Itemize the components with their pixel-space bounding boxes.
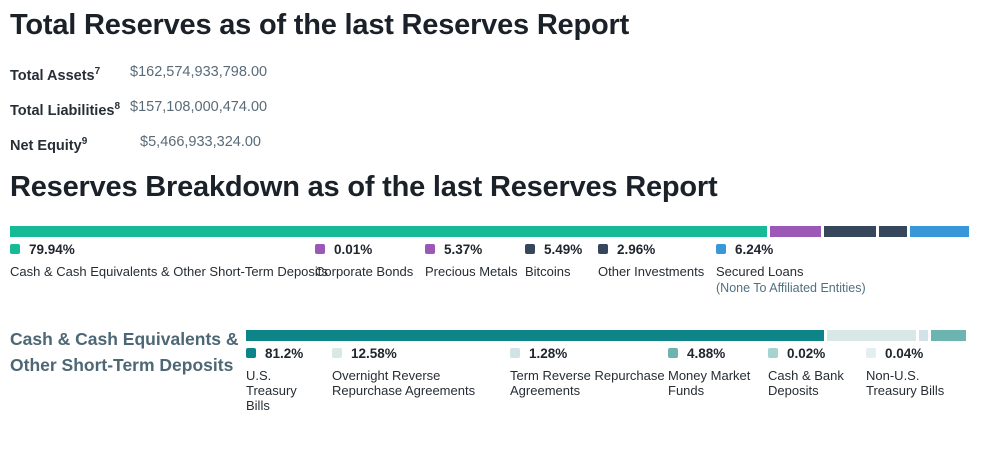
bar-segment [10,226,768,237]
legend-pct-row: 0.02% [768,345,866,361]
legend-pct-row: 12.58% [332,345,510,361]
bar-segment [246,330,824,341]
bar-segment [909,226,969,237]
reserves-breakdown-title: Reserves Breakdown as of the last Reserv… [10,171,718,203]
legend-percent: 4.88% [687,345,726,361]
cash-section-heading: Cash & Cash Equivalents & Other Short-Te… [10,329,239,375]
legend-item: 1.28% Term Reverse Repurchase Agreements [510,345,668,398]
legend-label: Cash & Cash Equivalents & Other Short-Te… [10,264,328,279]
legend-pct-row: 79.94% [10,241,315,257]
bar-segment [826,330,917,341]
stat-label: Net Equity9 [10,135,88,154]
legend-percent: 79.94% [29,241,75,257]
legend-swatch [10,244,20,254]
stat-label: Total Liabilities8 [10,100,121,119]
legend-percent: 0.01% [334,241,373,257]
legend-label: U.S. Treasury Bills [246,368,297,413]
stat-footnote-ref: 8 [114,100,121,112]
legend-item: 0.04% Non-U.S. Treasury Bills [866,345,986,398]
reserves-breakdown-bar [10,226,969,237]
legend-swatch [668,348,678,358]
stat-value: $162,574,933,798.00 [130,64,268,80]
bar-segment [878,226,907,237]
legend-pct-row: 0.01% [315,241,425,257]
legend-label: Secured Loans [716,264,804,279]
legend-percent: 0.04% [885,345,924,361]
bar-segment [931,330,966,341]
legend-swatch [598,244,608,254]
legend-label: Overnight Reverse Repurchase Agreements [332,368,476,398]
legend-item: 12.58% Overnight Reverse Repurchase Agree… [332,345,510,398]
legend-pct-row: 1.28% [510,345,668,361]
legend-item: 79.94% Cash & Cash Equivalents & Other Sh… [10,241,328,279]
reserves-breakdown-legend: 79.94% Cash & Cash Equivalents & Other Sh… [10,241,992,296]
stat-label: Total Assets7 [10,66,101,84]
legend-pct-row: 4.88% [668,345,768,361]
legend-percent: 12.58% [351,345,397,361]
legend-percent: 1.28% [529,345,568,361]
legend-percent: 5.37% [444,241,483,257]
legend-percent: 81.2% [265,345,304,361]
bar-segment [919,330,929,341]
cash-breakdown-legend: 81.2% U.S. Treasury Bills 12.58% Overnight … [246,345,994,413]
legend-swatch [866,348,876,358]
legend-pct-row: 81.2% [246,345,332,361]
totals-table: Total Assets7 $162,574,933,798.00 Total Li… [10,62,268,155]
bar-segment [770,226,821,237]
stat-value: $157,108,000,474.00 [130,98,268,115]
legend-label: Non-U.S. Treasury Bills [866,368,945,398]
legend-percent: 5.49% [544,241,583,257]
legend-item: 6.24% Secured Loans (None To Affiliated En… [716,241,986,296]
stat-footnote-ref: 7 [94,66,101,77]
legend-label: Corporate Bonds [315,264,414,279]
legend-label: Term Reverse Repurchase Agreements [510,368,665,398]
cash-breakdown-bar [246,330,966,341]
legend-swatch [716,244,726,254]
legend-label: Other Investments [598,264,705,279]
legend-item: 5.37% Precious Metals [425,241,525,279]
legend-label: Precious Metals [425,264,518,279]
legend-label: Money Market Funds [668,368,751,398]
legend-swatch [425,244,435,254]
bar-segment [823,226,876,237]
legend-pct-row: 2.96% [598,241,716,257]
legend-swatch [525,244,535,254]
legend-swatch [332,348,342,358]
legend-sublabel: (None To Affiliated Entities) [716,281,866,295]
legend-pct-row: 5.37% [425,241,525,257]
total-reserves-title: Total Reserves as of the last Reserves R… [10,9,630,41]
legend-swatch [510,348,520,358]
legend-item: 81.2% U.S. Treasury Bills [246,345,332,413]
legend-swatch [246,348,256,358]
legend-label: Cash & Bank Deposits [768,368,844,398]
legend-percent: 0.02% [787,345,826,361]
legend-pct-row: 6.24% [716,241,986,257]
stat-footnote-ref: 9 [81,135,88,147]
legend-item: 5.49% Bitcoins [525,241,598,279]
legend-item: 2.96% Other Investments [598,241,716,279]
legend-percent: 6.24% [735,241,774,257]
legend-pct-row: 5.49% [525,241,598,257]
legend-item: 0.01% Corporate Bonds [315,241,425,279]
legend-item: 4.88% Money Market Funds [668,345,768,398]
legend-swatch [768,348,778,358]
stat-value: $5,466,933,324.00 [140,133,261,150]
legend-pct-row: 0.04% [866,345,986,361]
legend-item: 0.02% Cash & Bank Deposits [768,345,866,398]
legend-swatch [315,244,325,254]
legend-label: Bitcoins [525,264,571,279]
legend-percent: 2.96% [617,241,656,257]
